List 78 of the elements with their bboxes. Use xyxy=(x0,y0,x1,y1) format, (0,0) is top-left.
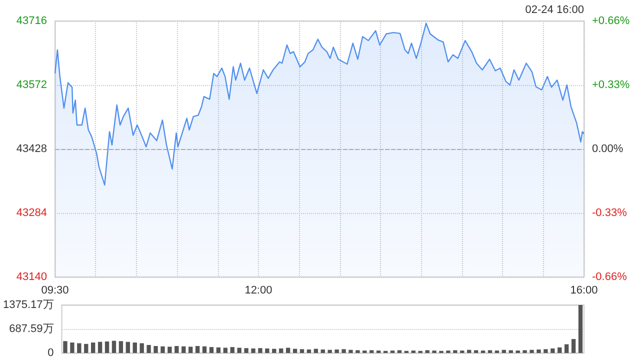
bar xyxy=(502,350,506,353)
y-tick-label: 43428 xyxy=(16,143,47,155)
bar xyxy=(126,342,130,353)
bar xyxy=(104,341,110,353)
bar xyxy=(216,347,221,353)
bar xyxy=(272,348,276,353)
bar xyxy=(70,342,74,353)
x-tick-label: 09:30 xyxy=(41,284,69,296)
bar xyxy=(558,347,562,353)
bar xyxy=(578,305,583,353)
text: 02-24 16:00 xyxy=(525,4,584,16)
bar xyxy=(292,348,298,353)
bar xyxy=(146,344,151,353)
bar xyxy=(300,349,304,353)
bar xyxy=(328,350,332,353)
bar xyxy=(536,350,541,353)
y-tick-label: 43140 xyxy=(16,271,47,283)
bar xyxy=(251,348,256,353)
bar xyxy=(397,350,402,353)
bar xyxy=(474,350,478,353)
bar xyxy=(182,346,186,353)
bar xyxy=(112,340,116,353)
bar xyxy=(370,350,374,353)
y-tick-label: 0 xyxy=(48,347,54,359)
bar xyxy=(118,341,124,353)
bar xyxy=(202,346,207,353)
bar xyxy=(209,347,214,353)
bar xyxy=(258,348,262,353)
bar xyxy=(98,342,102,353)
bar xyxy=(84,344,88,353)
x-tick-label: 16:00 xyxy=(570,284,598,296)
bar xyxy=(453,350,458,353)
y2-tick-label: -0.33% xyxy=(592,207,628,219)
bar xyxy=(174,346,179,353)
y2-tick-label: 0.00% xyxy=(592,143,624,155)
bar xyxy=(348,350,353,353)
bar xyxy=(168,346,172,353)
bar xyxy=(467,350,472,353)
y-tick-label: 43284 xyxy=(16,207,47,219)
y-tick-label: 1375.17万 xyxy=(2,299,54,311)
bar xyxy=(522,350,527,353)
bar xyxy=(154,346,158,353)
bar xyxy=(237,348,242,353)
bar xyxy=(132,342,137,353)
bar xyxy=(286,348,290,353)
bar xyxy=(544,349,548,353)
bar xyxy=(306,350,312,353)
bar xyxy=(320,350,325,353)
bar xyxy=(342,349,346,353)
bar xyxy=(230,347,234,353)
bar xyxy=(188,346,193,353)
y2-tick-label: +0.33% xyxy=(592,79,630,91)
bar xyxy=(508,350,513,353)
bar xyxy=(334,350,339,353)
bar xyxy=(91,342,96,353)
bar xyxy=(571,339,576,353)
bar xyxy=(63,341,68,353)
y-tick-label: 43716 xyxy=(16,15,47,27)
bar xyxy=(425,350,430,353)
bar xyxy=(265,348,270,353)
bar xyxy=(314,348,318,353)
y-tick-label: 43572 xyxy=(16,79,47,91)
bar xyxy=(488,350,492,353)
x-tick-label: 12:00 xyxy=(244,284,272,296)
y2-tick-label: +0.66% xyxy=(592,15,630,27)
bar xyxy=(160,346,165,353)
bar xyxy=(140,343,144,353)
bar xyxy=(223,348,228,353)
bar xyxy=(77,343,82,353)
y2-tick-label: -0.66% xyxy=(592,271,628,283)
bar xyxy=(530,350,534,353)
bar xyxy=(279,348,284,353)
bar xyxy=(550,348,555,353)
bar xyxy=(564,344,569,353)
y-tick-label: 687.59万 xyxy=(9,323,54,335)
bar xyxy=(356,350,360,353)
bar xyxy=(195,346,200,353)
bar xyxy=(244,348,248,353)
